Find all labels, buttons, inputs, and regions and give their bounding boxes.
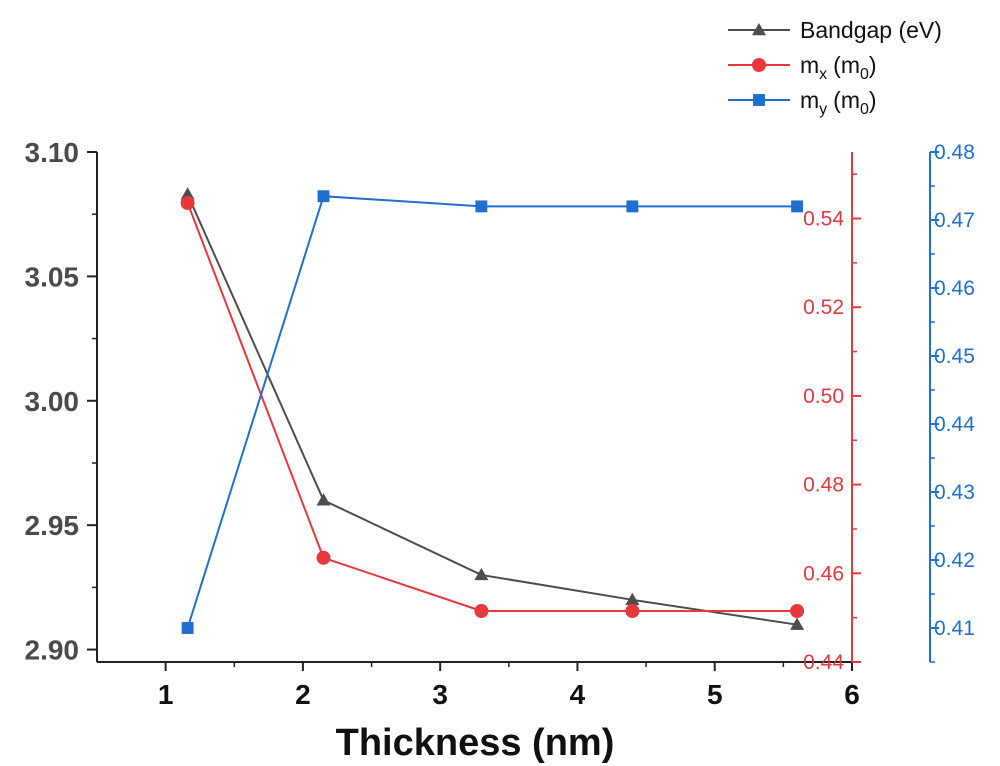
legend-label-main: m [800,52,819,78]
series-line [186,202,798,612]
data-point [474,604,489,618]
series-square [181,190,804,634]
data-point [475,200,488,213]
mx-tick-label: 0.54 [803,208,844,231]
my-tick-label: 0.46 [934,277,975,300]
data-point [790,617,805,630]
my-tick-label: 0.43 [934,481,975,504]
x-tick-label: 4 [570,679,586,710]
series-triangle [180,187,805,630]
my-tick-label: 0.44 [934,413,975,436]
unit-sub: 0 [860,101,869,118]
legend-label-unit: (m0) [833,87,876,118]
mx-tick-label: 0.46 [803,562,844,585]
axes: 2.902.953.003.053.101 2 3 4 5 60.440.460.480.… [25,137,976,710]
data-point [180,187,195,200]
left-tick-label: 3.05 [25,261,80,292]
x-tick-label: 1 [158,679,174,710]
series-circle [180,196,805,618]
unit-sub: 0 [860,66,869,83]
legend: Bandgap (eV)mx (m0)my (m0) [728,17,942,118]
left-tick-label: 3.10 [25,137,80,168]
legend-label-main: m [800,87,819,113]
left-tick-label: 2.90 [25,635,80,666]
my-tick-label: 0.42 [934,549,975,572]
x-tick-label: 3 [432,679,448,710]
series-line [186,193,798,626]
data-point [791,200,804,213]
series-line [186,195,798,629]
my-tick-label: 0.45 [934,345,975,368]
unit-open: (m [833,52,860,78]
legend-label: my (m0) [800,87,877,118]
data-point [316,493,331,506]
unit-close: ) [869,87,877,113]
left-tick-label: 2.95 [25,510,80,541]
legend-label: Bandgap (eV) [800,17,942,43]
data-point [474,567,489,581]
legend-item: mx (m0) [728,52,877,83]
data-point [625,592,640,606]
data-point [317,190,330,203]
my-tick-label: 0.47 [934,209,975,232]
legend-marker [752,58,766,72]
my-tick-label: 0.48 [934,141,975,164]
mx-tick-label: 0.44 [803,651,844,674]
legend-label-sub: y [819,101,827,118]
unit-open: (m [833,87,860,113]
series-layer [180,187,805,634]
legend-label: mx (m0) [800,52,877,83]
data-point [316,550,331,565]
mx-tick-label: 0.48 [803,474,844,497]
x-tick-label: 2 [295,679,311,710]
legend-marker [753,94,765,106]
data-point [626,200,639,213]
x-tick-label: 5 [707,679,723,710]
legend-label-unit: (m0) [833,52,876,83]
legend-item: my (m0) [728,87,877,118]
left-tick-label: 3.00 [25,386,80,417]
my-tick-label: 0.41 [934,617,975,640]
x-axis-label: Thickness (nm) [336,722,615,764]
data-point [181,622,194,634]
legend-label-sub: x [819,66,827,83]
legend-marker [752,23,766,36]
data-point [180,196,195,210]
data-point [790,604,805,618]
mx-tick-label: 0.50 [803,385,844,408]
legend-item: Bandgap (eV) [728,17,942,43]
unit-close: ) [869,52,877,78]
mx-tick-label: 0.52 [803,296,844,319]
data-point [625,604,640,618]
x-tick-label: 6 [844,679,860,710]
